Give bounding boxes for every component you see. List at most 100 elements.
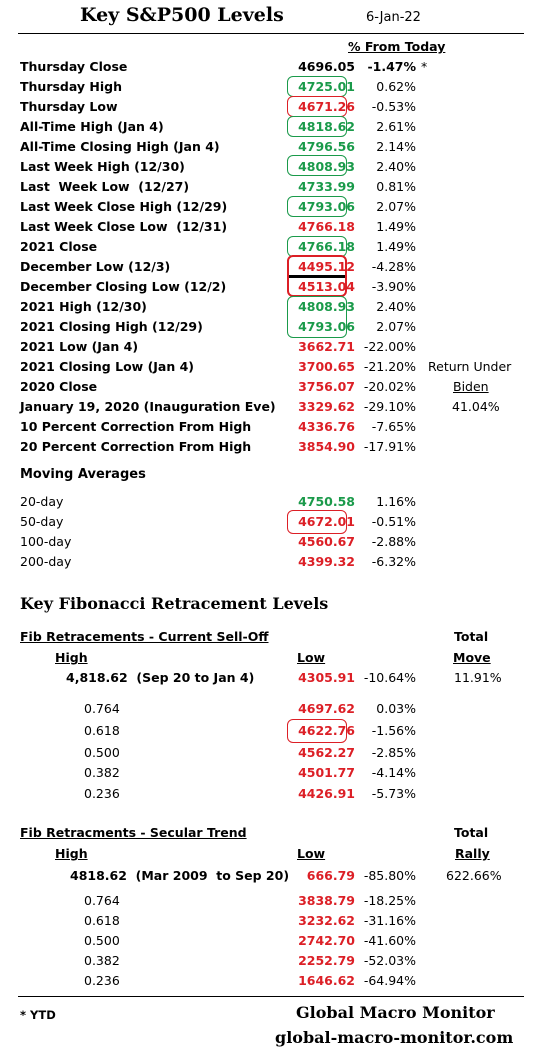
fib-secular-high-label: High	[55, 846, 88, 861]
table-row: 0.500 4562.27 -2.85%	[0, 745, 541, 765]
fib-pct: -64.94%	[363, 973, 416, 988]
table-row: December Low (12/3) 4495.12 -4.28%	[0, 259, 541, 279]
highlight-box	[287, 296, 347, 338]
fib-pct: -18.25%	[363, 893, 416, 908]
fib-value: 2252.79	[298, 953, 355, 968]
level-label: Thursday High	[20, 79, 123, 94]
ma-label: 200-day	[20, 554, 72, 569]
level-value: 4793.06	[298, 199, 355, 214]
table-row: 2020 Close 3756.07 -20.02%	[0, 379, 541, 399]
site-url: global-macro-monitor.com	[275, 1028, 514, 1047]
fib-pct: -52.03%	[363, 953, 416, 968]
level-value: 3854.90	[298, 439, 355, 454]
fib-pct: 0.03%	[376, 701, 416, 716]
level-value: 4818.62	[298, 119, 355, 134]
table-row: January 19, 2020 (Inauguration Eve) 3329…	[0, 399, 541, 419]
fib-secular-low-pct: -85.80%	[363, 868, 416, 883]
fib-pct: -4.14%	[371, 765, 416, 780]
table-row: 20-day 4750.58 1.16%	[0, 494, 541, 514]
table-row: 0.236 1646.62 -64.94%	[0, 973, 541, 993]
level-pct: 2.61%	[376, 119, 416, 134]
table-row: Last Week Close High (12/29) 4793.06 2.0…	[0, 199, 541, 219]
level-label: 2021 High (12/30)	[20, 299, 147, 314]
return-note-biden: Biden	[453, 379, 489, 394]
level-pct: 1.49%	[376, 239, 416, 254]
level-label: Last Week Close High (12/29)	[20, 199, 228, 214]
ma-pct: 1.16%	[376, 494, 416, 509]
level-pct: -4.28%	[371, 259, 416, 274]
ma-pct: -6.32%	[371, 554, 416, 569]
fibonacci-title: Key Fibonacci Retracement Levels	[20, 594, 329, 613]
fib-value: 4426.91	[298, 786, 355, 801]
return-note-value: 41.04%	[452, 399, 500, 414]
ma-label: 100-day	[20, 534, 72, 549]
level-pct: -7.65%	[371, 419, 416, 434]
fib-value: 4562.27	[298, 745, 355, 760]
table-row: 50-day 4672.01 -0.51%	[0, 514, 541, 534]
table-row: 2021 Close 4766.18 1.49%	[0, 239, 541, 259]
level-value: 4793.06	[298, 319, 355, 334]
fib-value: 3232.62	[298, 913, 355, 928]
level-label: All-Time High (Jan 4)	[20, 119, 164, 134]
level-label: 20 Percent Correction From High	[20, 439, 252, 454]
fib-level: 0.500	[84, 745, 120, 760]
ytd-marker: *	[421, 59, 428, 74]
level-value: 3329.62	[298, 399, 355, 414]
level-label: 2020 Close	[20, 379, 98, 394]
ma-pct: -0.51%	[371, 514, 416, 529]
table-row: 2021 Closing Low (Jan 4) 3700.65 -21.20%	[0, 359, 541, 379]
ma-value: 4672.01	[298, 514, 355, 529]
fib-pct: -2.85%	[371, 745, 416, 760]
level-label: Thursday Close	[20, 59, 128, 74]
level-pct: -17.91%	[363, 439, 416, 454]
level-pct: -1.47%	[367, 59, 416, 74]
report-date: 6-Jan-22	[366, 10, 421, 25]
table-row: 0.618 4622.76 -1.56%	[0, 723, 541, 743]
level-label: 2021 Close	[20, 239, 98, 254]
fib-value: 1646.62	[298, 973, 355, 988]
fib-secular-heading: Fib Retracments - Secular Trend	[20, 825, 247, 840]
level-label: Last Week Low (12/27)	[20, 179, 190, 194]
level-pct: 0.81%	[376, 179, 416, 194]
level-value: 3662.71	[298, 339, 355, 354]
fib-value: 3838.79	[298, 893, 355, 908]
table-row: Thursday Low 4671.26 -0.53%	[0, 99, 541, 119]
fib-selloff-total-pct: 11.91%	[454, 670, 502, 685]
level-label: 10 Percent Correction From High	[20, 419, 252, 434]
level-label: December Low (12/3)	[20, 259, 171, 274]
level-pct: 1.49%	[376, 219, 416, 234]
fib-selloff-low-value: 4305.91	[298, 670, 355, 685]
level-pct: 2.07%	[376, 319, 416, 334]
fib-secular-low-value: 666.79	[306, 868, 355, 883]
footer-divider	[18, 996, 524, 997]
fib-selloff-high-text: 4,818.62 (Sep 20 to Jan 4)	[66, 670, 255, 685]
level-pct: -20.02%	[363, 379, 416, 394]
table-row: 0.236 4426.91 -5.73%	[0, 786, 541, 806]
table-row: 0.382 2252.79 -52.03%	[0, 953, 541, 973]
level-label: Last Week High (12/30)	[20, 159, 185, 174]
fib-secular-summary-row: 4818.62 (Mar 2009 to Sep 20) 666.79 -85.…	[0, 868, 541, 888]
fib-level: 0.618	[84, 913, 120, 928]
fib-selloff-high-label: High	[55, 650, 88, 665]
level-label: 2021 Low (Jan 4)	[20, 339, 139, 354]
highlight-box	[287, 96, 347, 117]
moving-averages-title: Moving Averages	[20, 467, 146, 482]
ma-value: 4399.32	[298, 554, 355, 569]
level-pct: 2.14%	[376, 139, 416, 154]
highlight-box	[287, 76, 347, 97]
fib-pct: -1.56%	[371, 723, 416, 738]
fib-pct: -5.73%	[371, 786, 416, 801]
table-row: 100-day 4560.67 -2.88%	[0, 534, 541, 554]
level-pct: -3.90%	[371, 279, 416, 294]
table-row: 10 Percent Correction From High 4336.76 …	[0, 419, 541, 439]
footnote-ytd: * YTD	[20, 1008, 56, 1022]
level-label: December Closing Low (12/2)	[20, 279, 227, 294]
pct-from-today-header: % From Today	[348, 39, 446, 54]
level-value: 4671.26	[298, 99, 355, 114]
fib-value: 2742.70	[298, 933, 355, 948]
level-pct: -0.53%	[371, 99, 416, 114]
fib-selloff-total-label: Total	[454, 629, 489, 644]
level-value: 4808.93	[298, 159, 355, 174]
fib-secular-rally-label: Rally	[455, 846, 490, 861]
level-value: 4766.18	[298, 219, 355, 234]
